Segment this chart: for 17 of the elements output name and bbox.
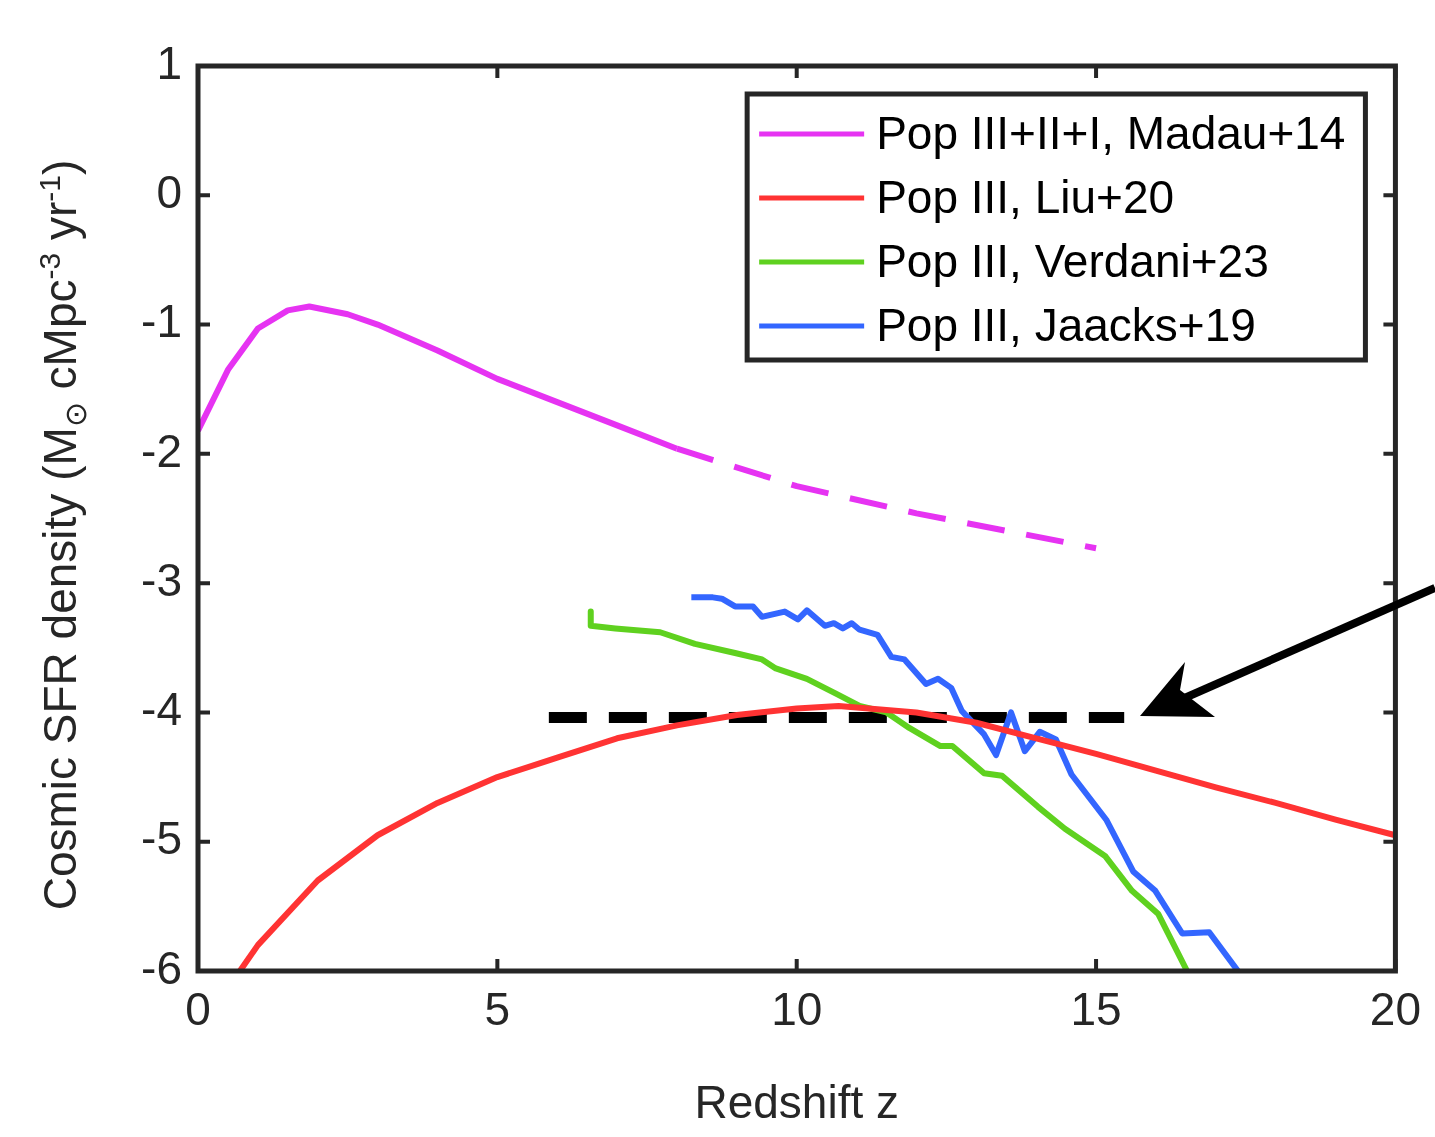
y-tick-label: -4 <box>141 683 182 736</box>
y-tick-label: -1 <box>141 295 182 348</box>
x-axis-title: Redshift z <box>694 1076 899 1129</box>
y-tick-label: -5 <box>141 812 182 865</box>
y-tick-label: -6 <box>141 941 182 994</box>
x-tick-label: 15 <box>1070 983 1122 1036</box>
y-tick-label: 1 <box>156 36 182 89</box>
legend-label: Pop III+II+I, Madau+14 <box>876 106 1346 159</box>
y-tick-label: -3 <box>141 553 182 606</box>
legend-label: Pop III, Verdani+23 <box>876 234 1269 287</box>
x-tick-label: 20 <box>1369 983 1421 1036</box>
legend-label: Pop III, Jaacks+19 <box>876 298 1256 351</box>
legend-label: Pop III, Liu+20 <box>876 170 1175 223</box>
y-tick-label: 0 <box>156 165 182 218</box>
x-tick-label: 10 <box>771 983 823 1036</box>
y-tick-label: -2 <box>141 424 182 477</box>
x-tick-label: 5 <box>484 983 511 1036</box>
